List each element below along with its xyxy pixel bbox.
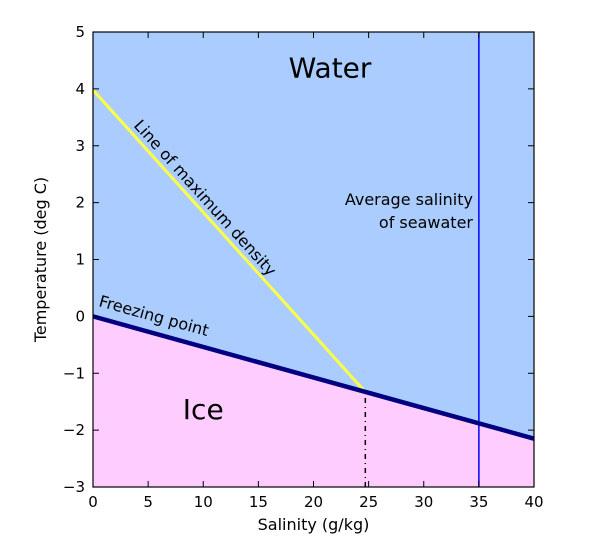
water-label: Water xyxy=(289,52,372,85)
max-density-line xyxy=(91,89,367,394)
x-tick-label: 35 xyxy=(469,493,488,511)
y-tick-label: 3 xyxy=(75,137,85,155)
y-tick-label: −2 xyxy=(63,421,85,439)
x-tick-label: 40 xyxy=(524,493,543,511)
y-tick-label: 4 xyxy=(75,80,85,98)
x-axis-label: Salinity (g/kg) xyxy=(258,515,370,534)
x-tick-label: 20 xyxy=(304,493,323,511)
x-tick-label: 0 xyxy=(88,493,98,511)
y-axis-label: Temperature (deg C) xyxy=(31,177,50,343)
y-tick-label: 0 xyxy=(75,307,85,325)
annotation-line-1: Average salinity xyxy=(345,190,473,209)
x-tick-label: 10 xyxy=(194,493,213,511)
freezing-point-line xyxy=(92,314,535,441)
ice-region xyxy=(93,316,534,487)
y-tick-label: −1 xyxy=(63,364,85,382)
x-tick-label: 15 xyxy=(249,493,268,511)
x-tick-label: 5 xyxy=(143,493,153,511)
y-tick-label: 1 xyxy=(75,251,85,269)
y-tick-label: −3 xyxy=(63,478,85,496)
x-tick-label: 25 xyxy=(359,493,378,511)
y-tick-label: 5 xyxy=(75,23,85,41)
x-tick-label: 30 xyxy=(414,493,433,511)
ice-label: Ice xyxy=(183,393,224,426)
y-tick-label: 2 xyxy=(75,194,85,212)
annotation-line-2: of seawater xyxy=(379,213,474,232)
